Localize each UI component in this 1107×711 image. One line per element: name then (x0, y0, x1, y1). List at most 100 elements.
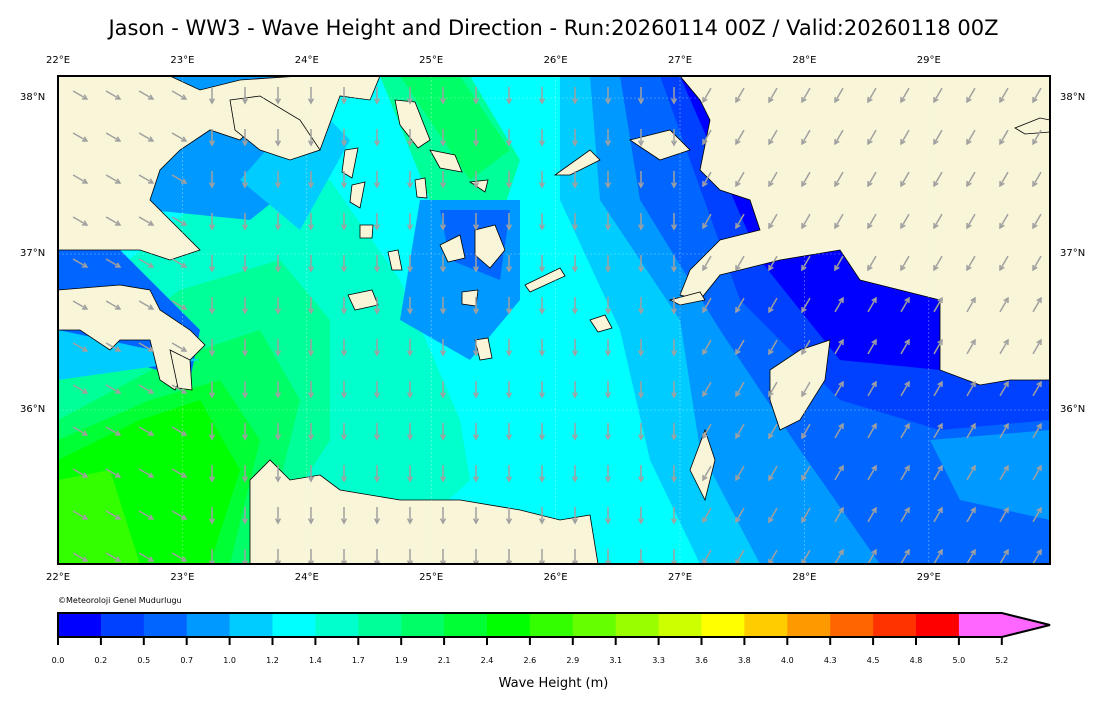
land-naxos (474, 224, 506, 269)
land-crete (249, 459, 599, 564)
direction-arrow (171, 426, 188, 436)
map-frame (57, 75, 1051, 565)
colorbar-tick-label: 4.0 (780, 656, 794, 665)
direction-arrow (637, 213, 645, 231)
wave-direction-arrows (72, 87, 1042, 564)
land-milos (347, 289, 379, 311)
direction-arrow (571, 171, 579, 189)
lat-label-left: 36°N (20, 404, 46, 415)
colorbar-tick-label: 2.4 (480, 656, 494, 665)
direction-arrow (571, 465, 579, 483)
direction-arrow (637, 255, 645, 273)
direction-arrow (637, 129, 645, 147)
direction-arrow (241, 297, 249, 315)
direction-arrow (933, 506, 943, 523)
direction-arrow (439, 339, 447, 357)
direction-arrow (307, 549, 315, 564)
lon-label-top: 24°E (294, 55, 319, 66)
direction-arrow (373, 297, 381, 315)
direction-arrow (768, 255, 778, 272)
direction-arrow (406, 507, 414, 525)
direction-arrow (571, 129, 579, 147)
direction-arrow (105, 258, 122, 268)
direction-arrow (867, 422, 877, 439)
direction-arrow (439, 549, 447, 564)
direction-arrow (637, 465, 645, 483)
direction-arrow (274, 255, 282, 273)
direction-arrow (274, 339, 282, 357)
direction-arrow (966, 255, 976, 272)
direction-arrow (1032, 87, 1042, 104)
colorbar-swatch (358, 613, 402, 637)
colorbar-tick-label: 1.7 (351, 656, 365, 665)
direction-arrow (208, 465, 216, 483)
lat-label-left: 37°N (20, 248, 46, 259)
direction-arrow (670, 465, 678, 483)
direction-arrow (999, 255, 1009, 272)
direction-arrow (406, 255, 414, 273)
direction-arrow (801, 381, 811, 398)
direction-arrow (241, 465, 249, 483)
direction-arrow (768, 465, 778, 482)
direction-arrow (307, 339, 315, 357)
direction-arrow (505, 87, 513, 105)
direction-arrow (505, 129, 513, 147)
colorbar-tick-label: 5.2 (995, 656, 1009, 665)
direction-arrow (801, 213, 811, 230)
direction-arrow (472, 381, 480, 399)
lon-label-top: 23°E (170, 55, 195, 66)
direction-arrow (406, 213, 414, 231)
direction-arrow (373, 129, 381, 147)
direction-arrow (307, 297, 315, 315)
direction-arrow (505, 171, 513, 189)
direction-arrow (670, 381, 678, 399)
direction-arrow (834, 255, 844, 272)
land-kea (341, 147, 359, 179)
direction-arrow (439, 465, 447, 483)
direction-arrow (571, 255, 579, 273)
direction-arrow (933, 87, 943, 104)
direction-arrow (340, 171, 348, 189)
direction-arrow (274, 381, 282, 399)
direction-arrow (867, 87, 877, 104)
colorbar-swatch (186, 613, 231, 637)
land-sifnos (387, 249, 403, 271)
direction-arrow (105, 426, 122, 436)
direction-arrow (801, 339, 811, 356)
colorbar-swatch (58, 613, 102, 637)
direction-arrow (999, 338, 1009, 355)
direction-arrow (834, 213, 844, 230)
direction-arrow (171, 552, 188, 562)
direction-arrow (138, 216, 155, 226)
lat-label-left: 38°N (20, 92, 46, 103)
colorbar-swatch (444, 613, 488, 637)
land-turkey (679, 76, 1050, 386)
lon-label-bottom: 27°E (667, 572, 693, 583)
direction-arrow (105, 342, 122, 352)
direction-arrow (702, 423, 712, 440)
direction-arrow (702, 381, 712, 398)
direction-arrow (406, 171, 414, 189)
direction-arrow (439, 87, 447, 105)
direction-arrow (735, 297, 745, 314)
lat-label-right: 37°N (1060, 248, 1086, 259)
direction-arrow (105, 132, 122, 142)
direction-arrow (274, 87, 282, 105)
direction-arrow (406, 129, 414, 147)
direction-arrow (834, 338, 844, 355)
colorbar-swatch (658, 613, 702, 637)
lon-label-bottom: 22°E (45, 572, 71, 583)
direction-arrow (406, 423, 414, 441)
lon-label-bottom: 26°E (543, 572, 568, 583)
direction-arrow (505, 549, 513, 564)
direction-arrow (801, 255, 811, 272)
direction-arrow (966, 464, 976, 481)
direction-arrow (999, 380, 1009, 397)
direction-arrow (105, 90, 122, 100)
direction-arrow (867, 548, 877, 564)
direction-arrow (105, 552, 122, 562)
direction-arrow (670, 549, 678, 564)
direction-arrow (138, 342, 155, 352)
direction-arrow (274, 549, 282, 564)
direction-arrow (72, 174, 89, 184)
